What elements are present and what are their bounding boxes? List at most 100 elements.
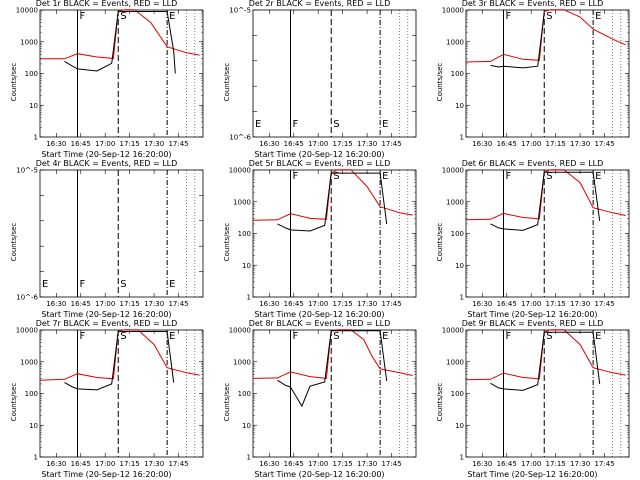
panel-det9: Det 9r BLACK = Events, RED = LLD Counts/s… — [426, 319, 639, 480]
x-tick-label: 16:45 — [497, 140, 517, 148]
lld-series-line — [465, 9, 626, 63]
plot-frame — [465, 9, 630, 138]
plot-frame — [39, 329, 204, 458]
x-tick-label: 16:45 — [71, 140, 91, 148]
y-tick-label: 1000 — [446, 198, 464, 206]
y-tick-label: 10000 — [229, 327, 251, 335]
x-tick-label: 16:30 — [472, 300, 492, 308]
panel-title: Det 3r BLACK = Events, RED = LLD — [461, 0, 604, 8]
x-axis-label: Start Time (20-Sep-12 16:20:00) — [467, 310, 598, 319]
panel-det5: Det 5r BLACK = Events, RED = LLD Counts/s… — [213, 159, 426, 320]
panel-title: Det 9r BLACK = Events, RED = LLD — [461, 319, 604, 328]
plot-area: 1 10 100 1000 10000 16:30 16:45 17:00 17:15 17:30… — [16, 7, 204, 148]
x-tick-label: 17:45 — [594, 460, 614, 468]
y-tick-label: 10 — [242, 422, 251, 430]
y-tick-label: 100 — [25, 390, 38, 398]
x-tick-label: 16:30 — [46, 140, 66, 148]
plot-area: 1 10 100 1000 10000 16:30 16:45 17:00 17:15 17:30… — [229, 167, 417, 308]
x-tick-label: 17:00 — [308, 300, 328, 308]
x-tick-label: 17:15 — [120, 300, 140, 308]
marker-label-E: E — [595, 11, 601, 22]
x-tick-label: 16:30 — [472, 140, 492, 148]
x-tick-label: 17:00 — [521, 460, 541, 468]
marker-label-E: E — [595, 171, 601, 182]
y-tick-label: 10 — [455, 262, 464, 270]
lld-series-line — [40, 9, 200, 60]
x-tick-label: 16:45 — [284, 140, 304, 148]
y-tick-label: 100 — [25, 70, 38, 78]
marker-label-S: S — [546, 331, 552, 342]
y-tick-label: 100 — [238, 390, 251, 398]
events-series-line — [490, 331, 601, 391]
plot-frame — [252, 329, 417, 458]
x-tick-label: 17:30 — [144, 140, 164, 148]
y-tick-label: 10^-5 — [16, 167, 38, 175]
panel-det3: Det 3r BLACK = Events, RED = LLD Counts/s… — [426, 0, 639, 160]
plot-area: 1 10 100 1000 10000 16:30 16:45 17:00 17:15 17:30… — [442, 7, 630, 148]
y-tick-label: 1 — [460, 454, 464, 462]
x-axis-label: Start Time (20-Sep-12 16:20:00) — [41, 150, 172, 159]
y-tick-label: 100 — [451, 390, 464, 398]
plot-frame — [465, 169, 630, 298]
y-tick-label: 1 — [460, 294, 464, 302]
marker-label-S: S — [333, 171, 339, 182]
plot-area: 1 10 100 1000 10000 16:30 16:45 17:00 17:15 17:30… — [229, 327, 417, 468]
y-tick-label: 1000 — [446, 358, 464, 366]
panel-title: Det 2r BLACK = Events, RED = LLD — [248, 0, 391, 8]
events-series-line — [277, 172, 388, 232]
x-axis-label: Start Time (20-Sep-12 16:20:00) — [254, 150, 385, 159]
x-tick-label: 16:30 — [46, 300, 66, 308]
marker-label-E: E — [42, 279, 48, 290]
x-tick-label: 17:30 — [357, 460, 377, 468]
marker-label-S: S — [120, 331, 126, 342]
x-tick-label: 17:45 — [168, 140, 188, 148]
x-axis-label: Start Time (20-Sep-12 16:20:00) — [254, 470, 385, 479]
lld-series-line — [252, 169, 413, 221]
y-tick-label: 1000 — [233, 198, 251, 206]
x-tick-label: 17:00 — [308, 460, 328, 468]
panel-title: Det 6r BLACK = Events, RED = LLD — [461, 159, 604, 168]
x-tick-label: 16:45 — [284, 300, 304, 308]
y-tick-label: 1 — [34, 454, 38, 462]
x-tick-label: 16:30 — [259, 460, 279, 468]
y-tick-label: 1 — [247, 294, 251, 302]
x-tick-label: 17:15 — [120, 460, 140, 468]
y-tick-label: 10^-6 — [229, 134, 251, 142]
marker-label-S: S — [120, 279, 126, 290]
x-tick-label: 17:30 — [357, 140, 377, 148]
lld-series-line — [39, 329, 200, 381]
marker-label-F: F — [505, 171, 511, 182]
x-tick-label: 17:00 — [95, 300, 115, 308]
plot-frame — [252, 9, 417, 138]
panel-det8: Det 8r BLACK = Events, RED = LLD Counts/s… — [213, 319, 426, 480]
y-tick-label: 10 — [29, 422, 38, 430]
x-tick-label: 17:15 — [120, 140, 140, 148]
marker-label-F: F — [79, 331, 85, 342]
x-tick-label: 17:30 — [570, 300, 590, 308]
x-tick-label: 17:15 — [333, 460, 353, 468]
x-tick-label: 17:00 — [95, 140, 115, 148]
y-tick-label: 100 — [238, 230, 251, 238]
x-tick-label: 17:45 — [168, 300, 188, 308]
panel-det7: Det 7r BLACK = Events, RED = LLD Counts/s… — [0, 319, 213, 480]
marker-label-E: E — [382, 331, 388, 342]
x-tick-label: 17:00 — [521, 300, 541, 308]
x-tick-label: 16:45 — [71, 300, 91, 308]
x-tick-label: 17:30 — [144, 300, 164, 308]
x-tick-label: 16:30 — [259, 300, 279, 308]
marker-label-E: E — [169, 279, 175, 290]
plot-frame — [39, 169, 204, 298]
marker-label-F: F — [505, 331, 511, 342]
x-tick-label: 17:45 — [381, 300, 401, 308]
plot-area: 10^-6 10^-5 16:30 16:45 17:00 17:15 17:30 17:45… — [16, 167, 204, 308]
y-tick-label: 10000 — [16, 7, 38, 15]
panel-title: Det 7r BLACK = Events, RED = LLD — [35, 319, 178, 328]
x-axis-label: Start Time (20-Sep-12 16:20:00) — [41, 310, 172, 319]
x-tick-label: 16:45 — [284, 460, 304, 468]
x-tick-label: 17:30 — [357, 300, 377, 308]
plot-frame — [39, 9, 204, 138]
y-tick-label: 10000 — [442, 7, 464, 15]
y-tick-label: 1000 — [20, 358, 38, 366]
marker-label-E: E — [382, 119, 388, 130]
